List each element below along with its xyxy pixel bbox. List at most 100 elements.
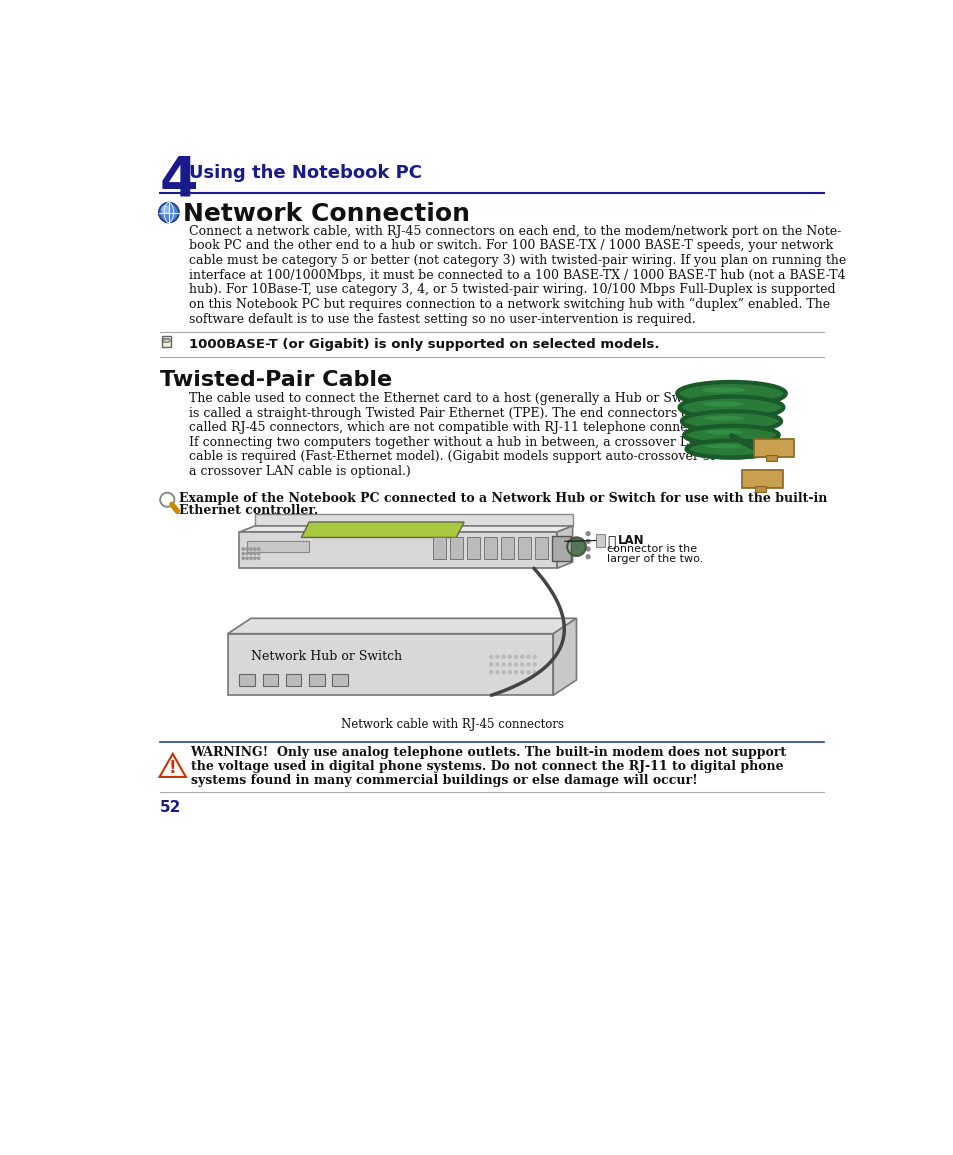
Circle shape <box>257 552 259 554</box>
Polygon shape <box>239 532 557 568</box>
Circle shape <box>160 493 174 507</box>
FancyBboxPatch shape <box>753 439 794 457</box>
Text: If connecting two computers together without a hub in between, a crossover LAN: If connecting two computers together wit… <box>189 435 707 449</box>
Text: Ethernet controller.: Ethernet controller. <box>179 505 318 517</box>
Text: Using the Notebook PC: Using the Notebook PC <box>189 164 421 182</box>
Circle shape <box>567 537 585 556</box>
FancyBboxPatch shape <box>262 673 278 686</box>
Ellipse shape <box>677 382 785 405</box>
Circle shape <box>246 547 248 550</box>
FancyBboxPatch shape <box>286 673 301 686</box>
Circle shape <box>162 206 170 214</box>
Text: book PC and the other end to a hub or switch. For 100 BASE-TX / 1000 BASE-T spee: book PC and the other end to a hub or sw… <box>189 239 832 253</box>
Circle shape <box>526 663 530 666</box>
Text: Network Connection: Network Connection <box>183 202 469 225</box>
Polygon shape <box>159 754 186 777</box>
Text: larger of the two.: larger of the two. <box>607 553 703 564</box>
FancyBboxPatch shape <box>754 486 765 492</box>
Circle shape <box>585 547 590 551</box>
FancyBboxPatch shape <box>517 537 530 559</box>
Text: 1000BASE-T (or Gigabit) is only supported on selected models.: 1000BASE-T (or Gigabit) is only supporte… <box>189 338 659 351</box>
Circle shape <box>162 494 172 505</box>
FancyBboxPatch shape <box>484 537 497 559</box>
Text: cable is required (Fast-Ethernet model). (Gigabit models support auto-crossover : cable is required (Fast-Ethernet model).… <box>189 450 716 463</box>
Text: LAN: LAN <box>617 534 643 546</box>
Text: Example of the Notebook PC connected to a Network Hub or Switch for use with the: Example of the Notebook PC connected to … <box>179 492 826 505</box>
Circle shape <box>496 655 498 658</box>
Text: Connect a network cable, with RJ-45 connectors on each end, to the modem/network: Connect a network cable, with RJ-45 conn… <box>189 225 841 238</box>
Circle shape <box>489 671 493 673</box>
Circle shape <box>585 554 590 559</box>
Circle shape <box>253 547 255 550</box>
Text: cable must be category 5 or better (not category 3) with twisted-pair wiring. If: cable must be category 5 or better (not … <box>189 254 845 267</box>
Text: The cable used to connect the Ethernet card to a host (generally a Hub or Switch: The cable used to connect the Ethernet c… <box>189 392 711 405</box>
Ellipse shape <box>681 413 781 433</box>
Circle shape <box>242 547 244 550</box>
Text: interface at 100/1000Mbps, it must be connected to a 100 BASE-TX / 1000 BASE-T h: interface at 100/1000Mbps, it must be co… <box>189 269 844 282</box>
Polygon shape <box>254 514 572 526</box>
Text: !: ! <box>169 759 176 776</box>
Circle shape <box>520 655 523 658</box>
FancyBboxPatch shape <box>765 455 777 461</box>
Circle shape <box>514 655 517 658</box>
Polygon shape <box>239 526 572 532</box>
Circle shape <box>520 663 523 666</box>
FancyBboxPatch shape <box>552 536 571 560</box>
FancyBboxPatch shape <box>162 336 171 348</box>
Circle shape <box>533 663 536 666</box>
Text: on this Notebook PC but requires connection to a network switching hub with “dup: on this Notebook PC but requires connect… <box>189 298 829 311</box>
Text: called RJ-45 connectors, which are not compatible with RJ-11 telephone connector: called RJ-45 connectors, which are not c… <box>189 422 722 434</box>
Ellipse shape <box>679 398 782 420</box>
Circle shape <box>246 557 248 559</box>
FancyBboxPatch shape <box>467 537 479 559</box>
Text: the voltage used in digital phone systems. Do not connect the RJ-11 to digital p: the voltage used in digital phone system… <box>191 760 782 773</box>
Polygon shape <box>228 618 576 634</box>
Ellipse shape <box>702 402 743 407</box>
Circle shape <box>514 663 517 666</box>
Ellipse shape <box>681 411 781 431</box>
Polygon shape <box>301 522 464 537</box>
Circle shape <box>508 655 511 658</box>
Polygon shape <box>553 618 576 695</box>
Circle shape <box>250 547 252 550</box>
Circle shape <box>242 557 244 559</box>
Circle shape <box>257 557 259 559</box>
Ellipse shape <box>704 430 741 434</box>
Circle shape <box>533 671 536 673</box>
Circle shape <box>514 671 517 673</box>
Ellipse shape <box>683 429 778 447</box>
Circle shape <box>508 663 511 666</box>
Polygon shape <box>557 526 572 568</box>
Text: ⛶: ⛶ <box>607 535 616 549</box>
Circle shape <box>250 557 252 559</box>
FancyBboxPatch shape <box>332 673 348 686</box>
Circle shape <box>496 663 498 666</box>
Text: software default is to use the fastest setting so no user-intervention is requir: software default is to use the fastest s… <box>189 313 695 326</box>
Text: hub). For 10Base-T, use category 3, 4, or 5 twisted-pair wiring. 10/100 Mbps Ful: hub). For 10Base-T, use category 3, 4, o… <box>189 283 835 297</box>
Circle shape <box>526 671 530 673</box>
Text: Network Hub or Switch: Network Hub or Switch <box>251 650 402 663</box>
Circle shape <box>246 552 248 554</box>
FancyBboxPatch shape <box>309 673 324 686</box>
Circle shape <box>533 655 536 658</box>
Ellipse shape <box>701 387 744 393</box>
Circle shape <box>501 655 505 658</box>
FancyBboxPatch shape <box>433 537 445 559</box>
Circle shape <box>253 557 255 559</box>
FancyBboxPatch shape <box>535 537 547 559</box>
FancyBboxPatch shape <box>247 542 309 552</box>
Circle shape <box>257 547 259 550</box>
Circle shape <box>585 531 590 536</box>
Text: connector is the: connector is the <box>607 544 697 554</box>
Ellipse shape <box>677 385 785 408</box>
Polygon shape <box>228 634 553 695</box>
FancyBboxPatch shape <box>450 537 462 559</box>
Circle shape <box>250 552 252 554</box>
Circle shape <box>508 671 511 673</box>
Circle shape <box>501 663 505 666</box>
Circle shape <box>253 552 255 554</box>
Text: ✏: ✏ <box>161 335 172 349</box>
Text: Twisted-Pair Cable: Twisted-Pair Cable <box>159 371 392 390</box>
FancyBboxPatch shape <box>596 534 604 547</box>
Circle shape <box>242 552 244 554</box>
